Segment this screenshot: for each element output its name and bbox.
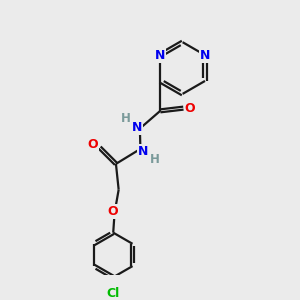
Text: N: N [138, 145, 148, 158]
Text: N: N [200, 49, 210, 62]
Text: O: O [185, 102, 196, 115]
Text: N: N [155, 49, 165, 62]
Text: Cl: Cl [106, 287, 120, 300]
Text: N: N [132, 121, 142, 134]
Text: H: H [121, 112, 131, 125]
Text: H: H [150, 153, 160, 166]
Text: O: O [88, 138, 98, 151]
Text: O: O [107, 205, 118, 218]
